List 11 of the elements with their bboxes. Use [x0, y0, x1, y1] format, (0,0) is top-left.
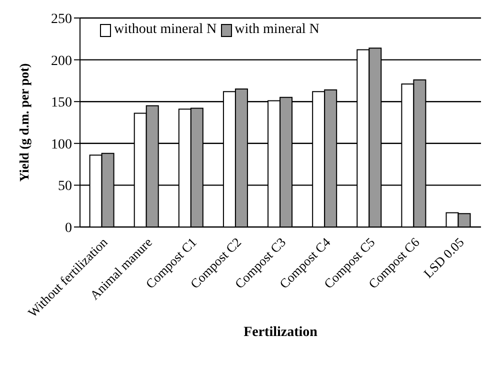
- y-tick-label: 150: [51, 96, 72, 111]
- y-tick-label: 50: [58, 179, 72, 194]
- y-tick-label: 250: [51, 12, 72, 27]
- y-tick-label: 0: [65, 220, 72, 236]
- x-tick-label: LSD 0.05: [420, 234, 467, 281]
- x-axis-title: Fertilization: [244, 325, 318, 340]
- y-tick-label: 200: [51, 54, 72, 69]
- y-axis-title: Yield (g d.m. per pot): [16, 63, 32, 182]
- legend-label: with mineral N: [234, 22, 320, 38]
- y-tick-label: 100: [51, 137, 72, 152]
- legend-label: without mineral N: [114, 22, 217, 38]
